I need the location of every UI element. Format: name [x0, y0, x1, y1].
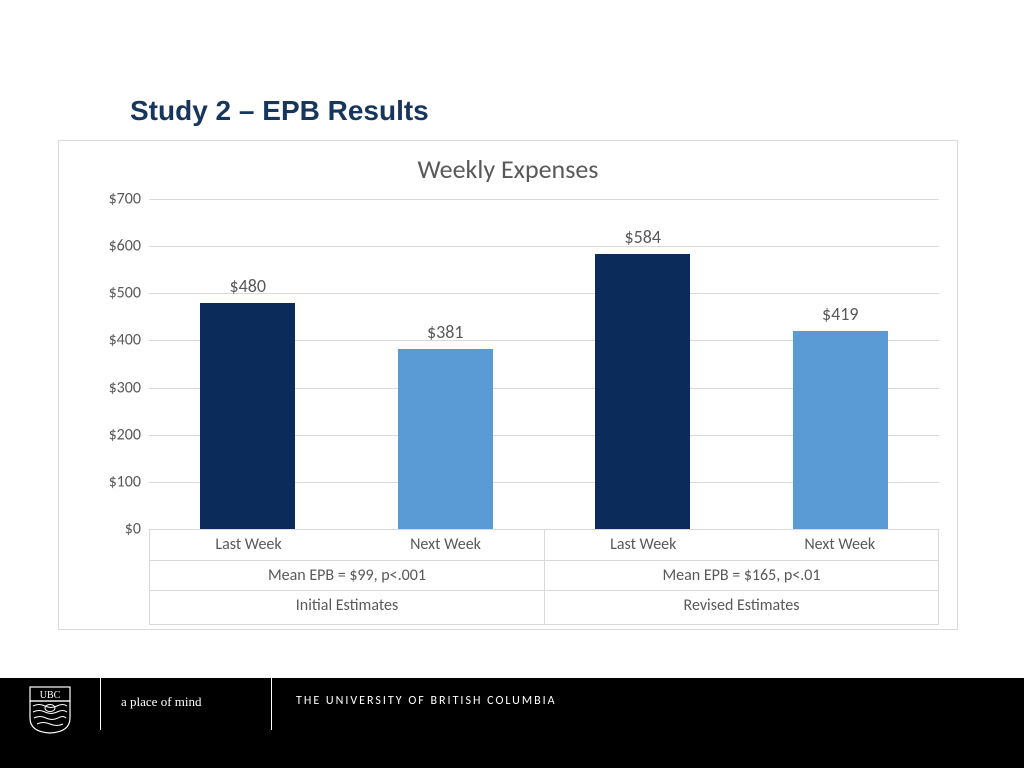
- y-tick-label: $100: [109, 472, 141, 491]
- bar: $480: [200, 303, 295, 529]
- bar-value-label: $584: [624, 226, 661, 248]
- footer-tagline: a place of mind: [101, 678, 271, 768]
- crest-icon: UBC: [29, 686, 71, 734]
- y-tick-label: $700: [109, 190, 141, 209]
- ubc-crest: UBC: [0, 678, 100, 768]
- slide-title: Study 2 – EPB Results: [130, 95, 429, 127]
- y-tick-label: $300: [109, 378, 141, 397]
- group-stat: Mean EPB = $165, p<.01: [545, 561, 938, 591]
- x-sub-label: Last Week: [150, 529, 347, 560]
- bar-value-label: $480: [229, 275, 266, 297]
- chart-container: Weekly Expenses $0 $100 $200 $300 $400 $500 $6…: [58, 140, 958, 630]
- bar: $584: [595, 254, 690, 529]
- crest-text: UBC: [40, 690, 61, 701]
- y-tick-label: $400: [109, 331, 141, 350]
- axis-group-revised: Last Week Next Week Mean EPB = $165, p<.…: [544, 529, 939, 625]
- bar: $419: [793, 331, 888, 529]
- gridline: [149, 293, 939, 294]
- group-stat: Mean EPB = $99, p<.001: [150, 561, 544, 591]
- chart-title: Weekly Expenses: [59, 141, 957, 185]
- y-tick-label: $0: [125, 520, 141, 539]
- axis-group-initial: Last Week Next Week Mean EPB = $99, p<.0…: [149, 529, 544, 625]
- x-sub-label: Last Week: [545, 529, 742, 560]
- group-label: Revised Estimates: [545, 591, 938, 620]
- y-tick-label: $200: [109, 425, 141, 444]
- footer-university: THE UNIVERSITY OF BRITISH COLUMBIA: [272, 678, 1024, 768]
- x-sub-label: Next Week: [742, 529, 939, 560]
- gridline: [149, 246, 939, 247]
- bar-value-label: $419: [822, 303, 859, 325]
- x-axis: Last Week Next Week Mean EPB = $99, p<.0…: [149, 529, 939, 625]
- gridline: [149, 199, 939, 200]
- y-tick-label: $600: [109, 237, 141, 256]
- x-sub-label: Next Week: [347, 529, 544, 560]
- y-tick-label: $500: [109, 284, 141, 303]
- plot-area: $0$100$200$300$400$500$600$700$480$381$5…: [149, 199, 939, 529]
- footer: UBC a place of mind THE UNIVERSITY OF BR…: [0, 678, 1024, 768]
- bar-value-label: $381: [427, 321, 464, 343]
- group-label: Initial Estimates: [150, 591, 544, 620]
- bar: $381: [398, 349, 493, 529]
